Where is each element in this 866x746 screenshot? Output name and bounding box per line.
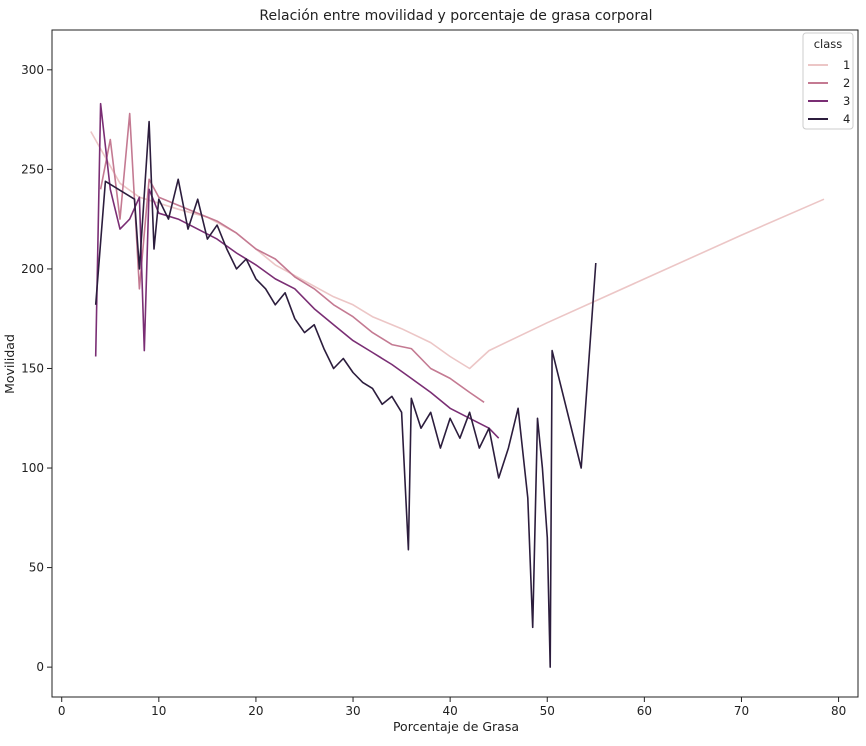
legend-label-3: 3 bbox=[843, 94, 850, 108]
y-tick-label: 200 bbox=[21, 262, 44, 276]
series-line-1 bbox=[90, 131, 825, 370]
legend-title: class bbox=[814, 37, 843, 51]
x-tick-label: 50 bbox=[540, 704, 555, 718]
x-tick-label: 10 bbox=[151, 704, 166, 718]
series-line-2 bbox=[99, 112, 485, 403]
series-line-3 bbox=[94, 102, 500, 439]
y-axis-label: Movilidad bbox=[2, 334, 17, 394]
x-axis: 0 10 20 30 40 50 60 70 80 bbox=[58, 697, 846, 718]
y-tick-label: 100 bbox=[21, 461, 44, 475]
x-tick-label: 40 bbox=[443, 704, 458, 718]
x-tick-label: 80 bbox=[831, 704, 846, 718]
chart-title: Relación entre movilidad y porcentaje de… bbox=[259, 8, 652, 24]
legend-label-1: 1 bbox=[843, 58, 850, 72]
plot-area bbox=[90, 102, 825, 668]
legend-box bbox=[802, 32, 854, 130]
axes-frame bbox=[51, 29, 859, 698]
x-tick-label: 20 bbox=[248, 704, 263, 718]
x-tick-label: 30 bbox=[345, 704, 360, 718]
y-axis: 0 50 100 150 200 250 300 bbox=[21, 63, 52, 674]
y-tick-label: 300 bbox=[21, 63, 44, 77]
x-tick-label: 0 bbox=[58, 704, 66, 718]
legend-label-2: 2 bbox=[843, 76, 850, 90]
legend-label-4: 4 bbox=[843, 112, 850, 126]
series-line-4 bbox=[94, 120, 597, 668]
y-tick-label: 250 bbox=[21, 162, 44, 176]
x-axis-label: Porcentaje de Grasa bbox=[393, 719, 519, 734]
y-tick-label: 150 bbox=[21, 361, 44, 375]
y-tick-label: 50 bbox=[29, 561, 44, 575]
y-tick-label: 0 bbox=[36, 660, 44, 674]
x-tick-label: 70 bbox=[734, 704, 749, 718]
x-tick-label: 60 bbox=[637, 704, 652, 718]
